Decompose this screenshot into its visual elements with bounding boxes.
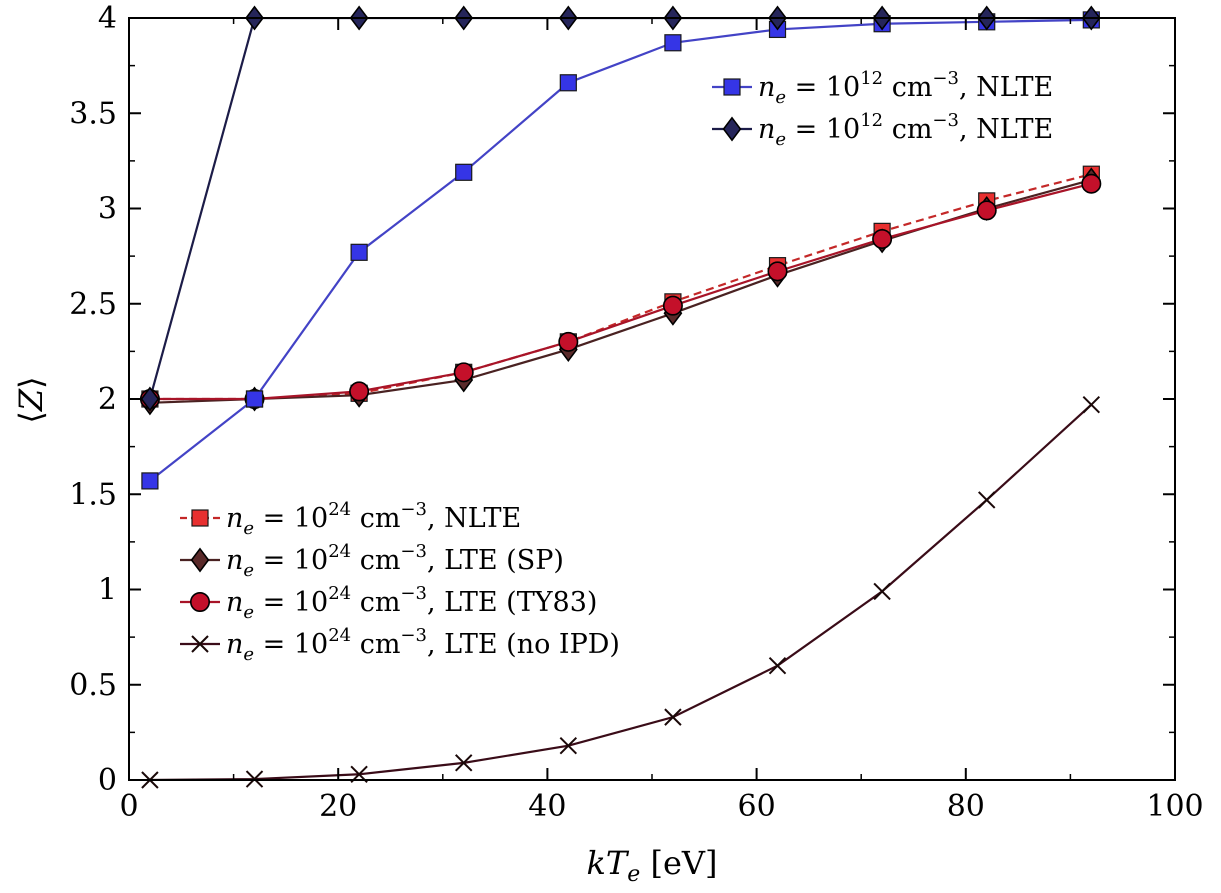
series-6-point — [664, 708, 682, 726]
series-line-4 — [149, 178, 1092, 404]
series-5-point — [453, 362, 474, 383]
series-1-point — [350, 243, 368, 261]
legend-entry-2: ne = 1012 cm−3, NLTE — [712, 110, 1053, 150]
series-markers-4 — [140, 167, 1101, 416]
series-5-point — [767, 261, 788, 282]
legend-marker — [722, 116, 742, 142]
y-tick-label: 3.5 — [69, 96, 117, 131]
legend-label: ne = 1012 cm−3, NLTE — [758, 68, 1053, 108]
legend-label: ne = 1024 cm−3, LTE (TY83) — [226, 583, 597, 623]
y-tick-label: 1 — [98, 573, 117, 608]
legend-marker — [190, 547, 210, 573]
y-axis-title: ⟨Z⟩ — [12, 376, 50, 423]
x-tick-label: 40 — [528, 789, 566, 824]
series-markers-3 — [141, 165, 1100, 408]
series-1-point — [664, 34, 682, 52]
y-tick-label: 1.5 — [69, 477, 117, 512]
x-tick-label: 0 — [119, 789, 138, 824]
x-axis-title: kTe [eV] — [587, 844, 718, 887]
series-6-point — [978, 491, 996, 509]
legend-marker — [191, 509, 209, 527]
series-6-point — [455, 754, 473, 772]
legend-entry-3: ne = 1024 cm−3, NLTE — [180, 499, 521, 539]
series-line-5 — [149, 182, 1092, 401]
legend-label: ne = 1024 cm−3, LTE (SP) — [226, 541, 564, 581]
x-tick-label: 20 — [319, 789, 357, 824]
legend-label: ne = 1024 cm−3, LTE (no IPD) — [226, 625, 620, 665]
series-line-1 — [149, 18, 1092, 482]
series-1-point — [559, 74, 577, 92]
series-5-point — [976, 200, 997, 221]
legend-entry-5: ne = 1024 cm−3, LTE (TY83) — [180, 583, 597, 623]
series-5-point — [1081, 173, 1102, 194]
series-5-point — [662, 295, 683, 316]
legend-marker — [190, 591, 211, 612]
series-line-6 — [149, 403, 1093, 780]
series-line-3 — [149, 173, 1092, 401]
legend-entry-4: ne = 1024 cm−3, LTE (SP) — [180, 541, 564, 581]
series-markers-6 — [141, 396, 1101, 789]
y-tick-label: 0 — [98, 763, 117, 798]
series-6-point — [873, 582, 891, 601]
series-1-point — [455, 163, 473, 181]
x-tick-label: 100 — [1146, 789, 1203, 824]
series-6-point — [768, 656, 787, 675]
y-tick-label: 3 — [98, 192, 117, 227]
y-tick-label: 2.5 — [69, 287, 117, 322]
y-tick-label: 2 — [98, 382, 117, 417]
x-tick-label: 60 — [738, 789, 776, 824]
legend-label: ne = 1012 cm−3, NLTE — [758, 110, 1053, 150]
series-1-point — [245, 390, 264, 408]
legend-label: ne = 1024 cm−3, NLTE — [226, 499, 521, 539]
y-tick-label: 0.5 — [69, 668, 117, 703]
y-tick-label: 4 — [98, 1, 117, 36]
legend-marker — [191, 635, 209, 653]
x-tick-label: 80 — [947, 789, 985, 824]
legend-marker — [723, 78, 741, 96]
series-1-point — [141, 472, 159, 490]
series-6-point — [559, 737, 578, 755]
legend-entry-6: ne = 1024 cm−3, LTE (no IPD) — [180, 625, 620, 665]
series-5-point — [872, 228, 893, 249]
series-6-point — [1082, 396, 1101, 414]
legend-entry-1: ne = 1012 cm−3, NLTE — [712, 68, 1053, 108]
series-2-point — [140, 386, 160, 412]
series-5-point — [349, 381, 370, 402]
series-5-point — [558, 331, 579, 352]
